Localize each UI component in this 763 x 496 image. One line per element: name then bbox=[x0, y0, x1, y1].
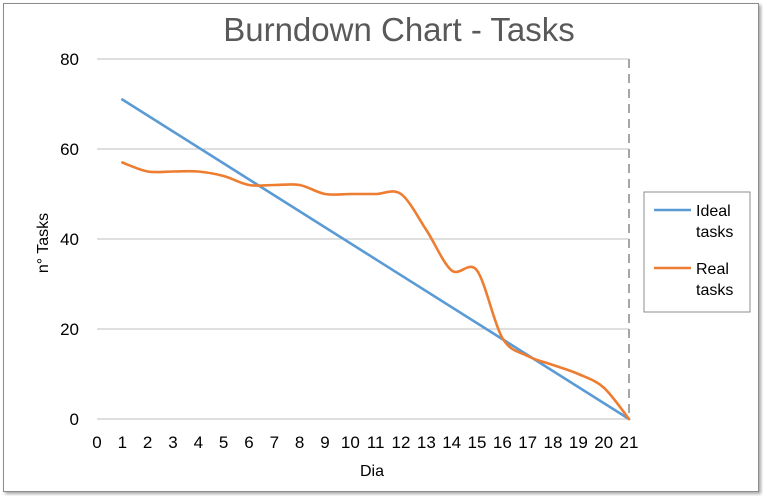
series-line-ideal-tasks bbox=[121, 98, 631, 421]
axes bbox=[97, 59, 630, 420]
legend: Ideal tasks Real tasks bbox=[643, 191, 751, 313]
x-tick-label: 20 bbox=[594, 433, 613, 452]
x-tick-label: 18 bbox=[544, 433, 563, 452]
x-tick-label: 2 bbox=[143, 433, 152, 452]
x-tick-label: 5 bbox=[219, 433, 228, 452]
y-tick-labels: 0 20 40 60 80 bbox=[60, 50, 79, 429]
y-tick-label: 0 bbox=[70, 410, 79, 429]
y-axis-title: n° Tasks bbox=[35, 213, 52, 273]
x-tick-label: 3 bbox=[168, 433, 177, 452]
x-axis-title: Dia bbox=[360, 463, 384, 480]
x-tick-label: 6 bbox=[244, 433, 253, 452]
x-tick-label: 8 bbox=[295, 433, 304, 452]
x-tick-label: 9 bbox=[320, 433, 329, 452]
legend-label: Ideal bbox=[696, 203, 731, 220]
x-tick-label: 4 bbox=[194, 433, 203, 452]
x-tick-label: 19 bbox=[569, 433, 588, 452]
grid-lines bbox=[97, 58, 629, 330]
chart-title: Burndown Chart - Tasks bbox=[223, 11, 575, 48]
legend-box bbox=[643, 191, 751, 313]
x-tick-label: 11 bbox=[367, 433, 385, 452]
y-tick-label: 80 bbox=[60, 50, 79, 69]
y-tick-label: 20 bbox=[60, 320, 79, 339]
x-tick-label: 21 bbox=[620, 433, 639, 452]
x-tick-label: 12 bbox=[392, 433, 411, 452]
legend-items: Ideal tasks Real tasks bbox=[654, 203, 733, 299]
x-tick-label: 0 bbox=[92, 433, 101, 452]
legend-label: Real bbox=[696, 261, 729, 278]
x-tick-label: 13 bbox=[417, 433, 436, 452]
y-tick-label: 60 bbox=[60, 140, 79, 159]
x-tick-label: 14 bbox=[442, 433, 461, 452]
x-tick-label: 15 bbox=[468, 433, 487, 452]
x-tick-label: 16 bbox=[493, 433, 512, 452]
y-tick-label: 40 bbox=[60, 230, 79, 249]
x-tick-label: 10 bbox=[341, 433, 360, 452]
legend-label: tasks bbox=[696, 282, 733, 299]
series-lines bbox=[121, 98, 631, 421]
x-tick-label: 7 bbox=[270, 433, 279, 452]
series-line-real-tasks bbox=[121, 161, 631, 421]
x-tick-labels: 0 1 2 3 4 5 6 7 8 9 10 11 12 13 14 15 16 17 18 19 20 21 bbox=[92, 433, 638, 452]
legend-label: tasks bbox=[696, 224, 733, 241]
x-tick-label: 1 bbox=[118, 433, 127, 452]
x-tick-label: 17 bbox=[518, 433, 537, 452]
